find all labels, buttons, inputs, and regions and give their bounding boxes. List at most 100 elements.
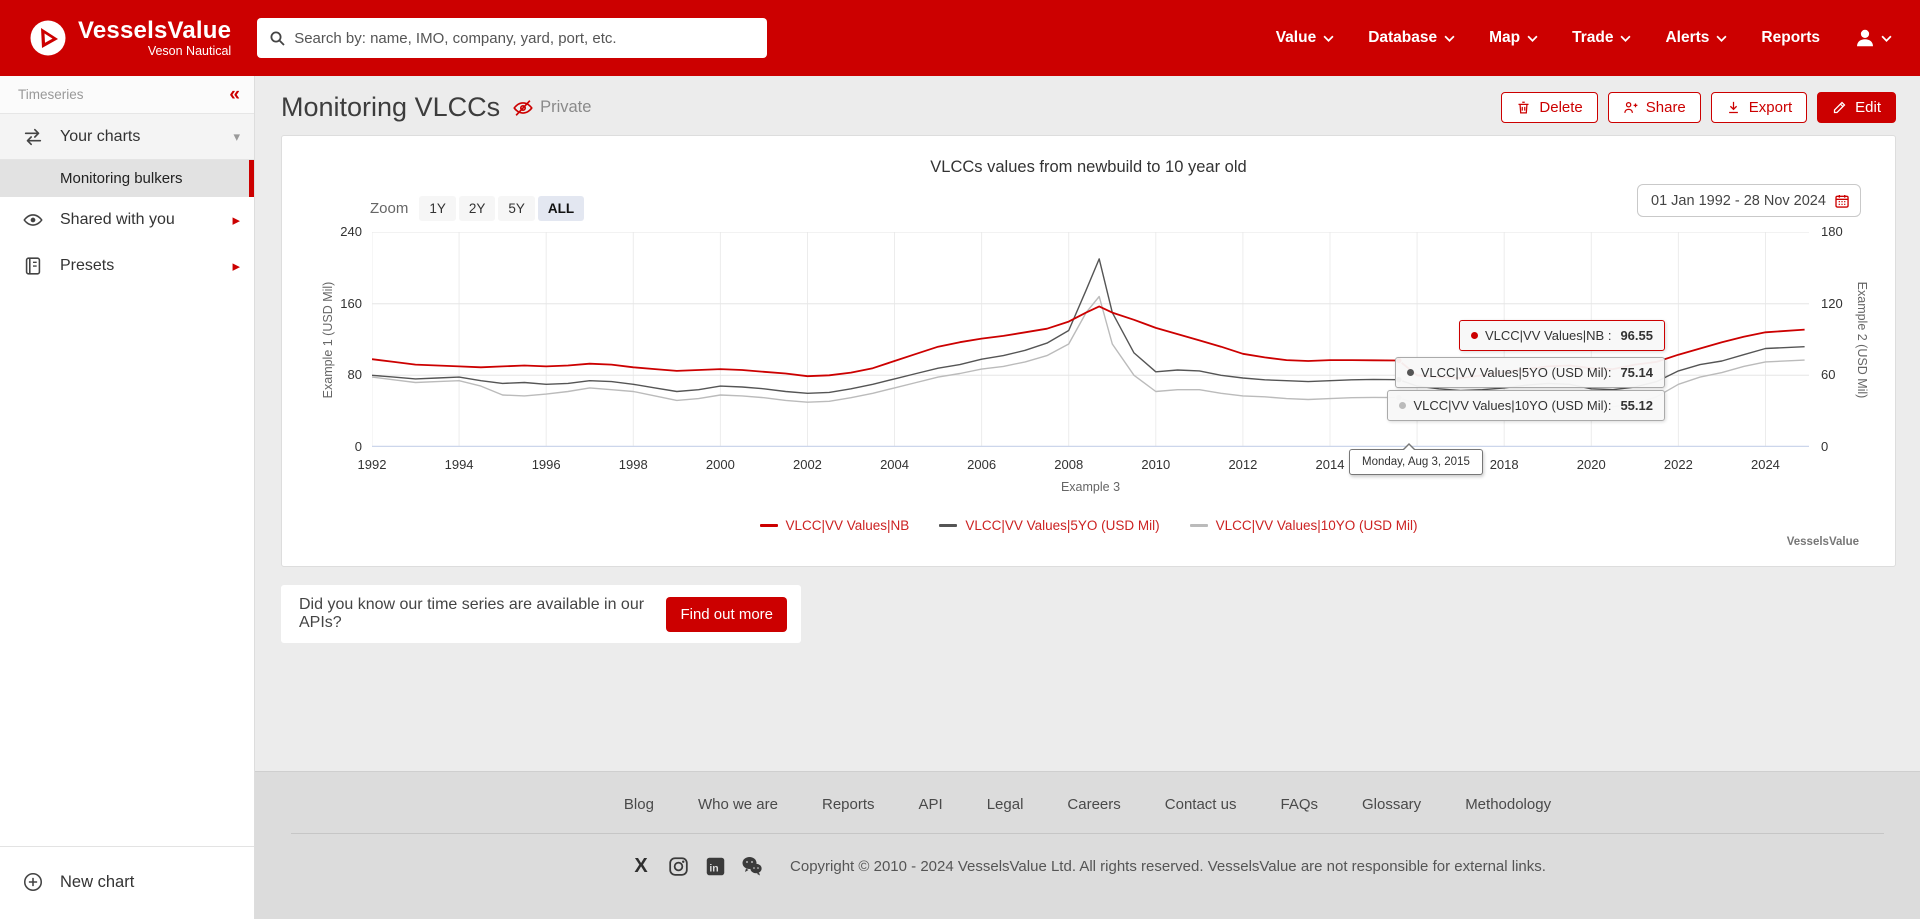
presets-book-icon [25, 257, 41, 275]
footer-link-legal[interactable]: Legal [986, 796, 1024, 813]
main-nav: Value Database Map Trade Alerts Reports [1262, 17, 1896, 59]
download-icon [1728, 101, 1738, 114]
nav-item-map[interactable]: Map [1475, 19, 1552, 57]
zoom-1y-button[interactable]: 1Y [419, 196, 456, 221]
eye-slash-icon [513, 99, 533, 116]
chevron-down-icon [1527, 35, 1538, 42]
sidebar: Timeseries « Your charts ▾ Monitoring bu… [0, 76, 255, 919]
tooltip-10yo: VLCC|VV Values|10YO (USD Mil): 55.12 [1387, 390, 1665, 421]
sidebar-section-title: Timeseries [18, 87, 84, 102]
tooltip-5yo-value: 75.14 [1620, 365, 1653, 380]
nav-item-reports[interactable]: Reports [1761, 29, 1820, 46]
svg-text:in: in [709, 862, 718, 874]
chart-card: VLCCs values from newbuild to 10 year ol… [281, 135, 1896, 567]
linkedin-icon[interactable]: in [703, 854, 727, 878]
privacy-status: Private [512, 97, 591, 119]
x-axis-title: Example 3 [1060, 480, 1121, 494]
brand-logo[interactable]: VesselsValue Veson Nautical [28, 18, 231, 58]
plus-circle-icon [23, 872, 43, 892]
date-range-picker[interactable]: 01 Jan 1992 - 28 Nov 2024 [1637, 184, 1861, 217]
footer-links: Blog Who we are Reports API Legal Career… [255, 772, 1920, 813]
tooltip-nb: VLCC|VV Values|NB : 96.55 [1459, 320, 1665, 351]
vesselsvalue-logo-icon [30, 20, 66, 56]
sidebar-item-presets[interactable]: Presets ▸ [0, 243, 254, 289]
nav-item-alerts[interactable]: Alerts [1651, 19, 1741, 57]
zoom-2y-button[interactable]: 2Y [458, 196, 496, 221]
chart-title: VLCCs values from newbuild to 10 year ol… [930, 158, 1247, 176]
footer-divider [291, 833, 1884, 834]
chevron-down-icon [1620, 35, 1632, 42]
zoom-label: Zoom [370, 200, 409, 217]
chevron-right-icon: ▸ [232, 258, 240, 275]
x-twitter-icon[interactable]: X [634, 854, 648, 877]
search-input[interactable] [294, 29, 756, 47]
footer-link-who-we-are[interactable]: Who we are [697, 796, 778, 813]
tooltip-date: Monday, Aug 3, 2015 [1349, 443, 1483, 475]
footer: Blog Who we are Reports API Legal Career… [255, 771, 1920, 919]
series-dot-nb [1471, 332, 1478, 339]
new-chart-button[interactable]: New chart [0, 846, 254, 919]
chevron-down-icon [1444, 35, 1455, 42]
eye-icon [23, 214, 43, 226]
api-banner: Did you know our time series are availab… [281, 585, 801, 643]
date-range-value: 01 Jan 1992 - 28 Nov 2024 [1651, 192, 1826, 209]
user-icon [1857, 29, 1873, 47]
zoom-5y-button[interactable]: 5Y [498, 196, 535, 221]
instagram-icon[interactable] [666, 854, 690, 878]
sidebar-collapse-icon[interactable]: « [229, 84, 240, 105]
search-icon [270, 31, 285, 46]
export-button[interactable]: Export [1710, 92, 1808, 123]
global-search [257, 18, 768, 58]
sidebar-item-your-charts[interactable]: Your charts ▾ [0, 114, 254, 160]
footer-link-contact-us[interactable]: Contact us [1164, 796, 1237, 813]
chevron-right-icon: ▸ [232, 212, 240, 229]
footer-link-glossary[interactable]: Glossary [1362, 796, 1422, 813]
legend-dash-5yo [939, 524, 958, 527]
tooltip-10yo-value: 55.12 [1620, 398, 1653, 413]
share-person-icon [1624, 101, 1638, 113]
main-content: Monitoring VLCCs Private Delete [255, 76, 1920, 919]
zoom-all-button[interactable]: ALL [537, 196, 585, 221]
legend-dash-nb [759, 524, 778, 527]
footer-link-blog[interactable]: Blog [623, 796, 654, 813]
chevron-down-icon [1716, 35, 1727, 42]
legend-item-5yo[interactable]: VLCC|VV Values|5YO (USD Mil) [939, 518, 1160, 533]
footer-link-faqs[interactable]: FAQs [1280, 796, 1318, 813]
footer-link-careers[interactable]: Careers [1067, 796, 1121, 813]
footer-link-methodology[interactable]: Methodology [1465, 796, 1552, 813]
nav-item-database[interactable]: Database [1354, 19, 1469, 57]
page-header: Monitoring VLCCs Private Delete [281, 92, 1896, 123]
wechat-icon[interactable] [740, 854, 764, 878]
user-menu[interactable] [1840, 17, 1896, 59]
footer-link-reports[interactable]: Reports [821, 796, 875, 813]
zoom-controls: Zoom 1Y 2Y 5Y ALL [370, 196, 585, 221]
series-dot-10yo [1399, 402, 1407, 409]
sidebar-item-shared-with-you[interactable]: Shared with you ▸ [0, 197, 254, 243]
chevron-down-icon [1323, 35, 1334, 42]
api-banner-text: Did you know our time series are availab… [299, 596, 645, 631]
chart-legend: VLCC|VV Values|NB VLCC|VV Values|5YO (US… [282, 518, 1895, 533]
chart-watermark: VesselsValue [1786, 536, 1859, 548]
find-out-more-button[interactable]: Find out more [666, 596, 787, 632]
legend-item-nb[interactable]: VLCC|VV Values|NB [759, 518, 909, 533]
nav-item-value[interactable]: Value [1262, 19, 1349, 57]
share-button[interactable]: Share [1607, 92, 1701, 123]
chevron-down-icon [1881, 35, 1892, 42]
copyright-text: Copyright © 2010 - 2024 VesselsValue Ltd… [790, 857, 1546, 875]
pencil-icon [1834, 101, 1846, 114]
tooltip-5yo: VLCC|VV Values|5YO (USD Mil): 75.14 [1394, 357, 1665, 388]
page-title: Monitoring VLCCs [281, 92, 501, 122]
sidebar-header: Timeseries « [0, 76, 254, 114]
legend-item-10yo[interactable]: VLCC|VV Values|10YO (USD Mil) [1189, 518, 1417, 533]
series-dot-5yo [1406, 369, 1414, 376]
nav-item-trade[interactable]: Trade [1558, 19, 1645, 57]
calendar-icon [1835, 194, 1849, 208]
privacy-label: Private [540, 98, 592, 116]
edit-button[interactable]: Edit [1817, 92, 1896, 123]
sidebar-item-monitoring-bulkers[interactable]: Monitoring bulkers [0, 160, 254, 197]
legend-dash-10yo [1189, 524, 1208, 527]
delete-button[interactable]: Delete [1501, 92, 1598, 123]
brand-name: VesselsValue [78, 17, 232, 45]
footer-link-api[interactable]: API [918, 796, 943, 813]
